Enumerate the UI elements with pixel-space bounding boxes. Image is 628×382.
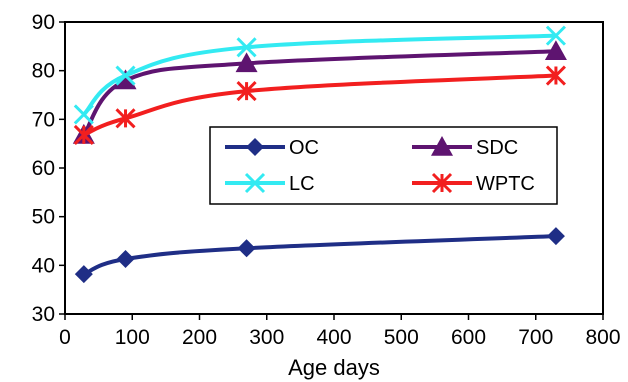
x-tick-label: 500 xyxy=(384,326,419,349)
data-point xyxy=(546,227,565,246)
legend-label: OC xyxy=(289,137,319,159)
x-axis: 0 100 200 300 400 500 600 700 800 xyxy=(59,314,621,349)
legend-label: SDC xyxy=(476,137,518,159)
data-point xyxy=(116,250,135,269)
legend-marker xyxy=(431,136,453,156)
x-tick-label: 300 xyxy=(249,326,284,349)
data-point xyxy=(73,124,94,145)
data-point xyxy=(545,65,566,86)
legend-item-oc: OC xyxy=(225,137,319,159)
x-tick-label: 100 xyxy=(115,326,150,349)
data-point xyxy=(115,108,136,129)
y-axis: 30 40 50 60 70 80 90 xyxy=(32,11,65,326)
data-point xyxy=(545,25,566,46)
data-point xyxy=(114,69,137,90)
series-lc xyxy=(73,25,566,125)
y-tick-label: 60 xyxy=(32,157,55,180)
legend-label: WPTC xyxy=(476,173,535,195)
data-point xyxy=(235,52,258,73)
legend-item-sdc: SDC xyxy=(412,136,518,159)
legend-marker xyxy=(431,172,453,194)
legend-marker xyxy=(246,138,264,156)
series-line xyxy=(83,73,557,137)
data-point xyxy=(544,40,567,60)
legend-box xyxy=(209,126,558,205)
data-point xyxy=(236,37,257,58)
data-point xyxy=(236,81,257,102)
legend-item-lc: LC xyxy=(225,172,315,195)
data-point xyxy=(237,239,256,258)
x-tick-label: 200 xyxy=(182,326,217,349)
x-tick-label: 600 xyxy=(451,326,486,349)
legend: OC SDC LC WPTC xyxy=(209,126,558,205)
data-point xyxy=(115,65,136,86)
series-line xyxy=(83,234,557,276)
series-layer xyxy=(72,25,567,284)
series-oc xyxy=(74,227,565,284)
y-tick-label: 80 xyxy=(32,60,55,83)
x-tick-label: 400 xyxy=(316,326,351,349)
y-tick-label: 90 xyxy=(32,11,55,34)
series-wptc xyxy=(73,65,566,145)
y-tick-label: 40 xyxy=(32,254,55,277)
legend-item-wptc: WPTC xyxy=(412,172,535,195)
x-axis-title: Age days xyxy=(288,355,380,380)
data-point xyxy=(74,265,93,284)
x-tick-label: 800 xyxy=(585,326,620,349)
legend-marker xyxy=(244,172,266,194)
data-point xyxy=(73,104,94,125)
y-tick-label: 70 xyxy=(32,108,55,131)
x-tick-label: 0 xyxy=(59,326,71,349)
series-line xyxy=(82,49,557,137)
legend-label: LC xyxy=(289,173,315,195)
series-line xyxy=(82,33,557,116)
y-tick-label: 50 xyxy=(32,206,55,229)
y-tick-label: 30 xyxy=(32,303,55,326)
x-tick-label: 700 xyxy=(518,326,553,349)
